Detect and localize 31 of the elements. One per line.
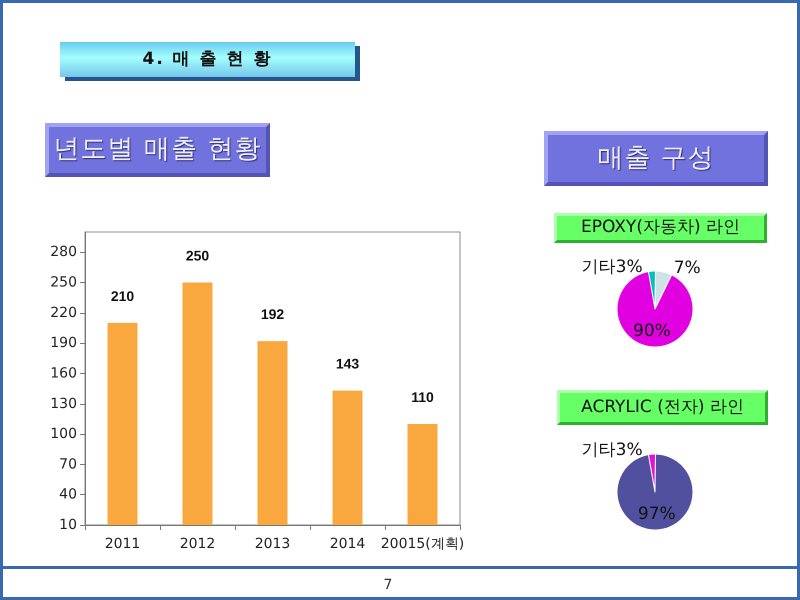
data-label: 143 [336, 356, 360, 372]
chart-title: ACRYLIC (전자) 라인 [581, 396, 744, 418]
y-tick-label: 250 [50, 274, 77, 291]
y-tick-label: 160 [50, 365, 77, 382]
y-tick-label: 280 [50, 244, 77, 260]
x-tick-label: 2011 [104, 536, 140, 552]
y-tick-label: 100 [50, 426, 77, 442]
chart-title: 매출 구성 [597, 142, 715, 174]
y-tick-label: 130 [50, 396, 77, 412]
y-tick-label: 190 [50, 335, 77, 352]
chart-subtitle: EPOXY(자동차) 라인 [581, 217, 740, 238]
x-tick-label: 2012 [180, 536, 216, 552]
x-tick-label: 20015(계획) [380, 536, 464, 552]
y-tick-label: 40 [59, 486, 77, 503]
data-label: 250 [186, 248, 210, 264]
chart-title: 4. 매 출 현 황 [142, 48, 272, 70]
data-label: 7% [674, 258, 701, 278]
slice-label: 기타3% [582, 257, 643, 278]
slice-label: 기타3% [582, 440, 643, 460]
x-tick-label: 2013 [254, 536, 290, 552]
data-label: 192 [260, 306, 284, 322]
y-tick-label: 70 [59, 456, 77, 472]
y-tick-label: 10 [59, 517, 77, 533]
text: 7 [384, 576, 392, 594]
data-label: 110 [411, 388, 434, 405]
x-tick-label: 2014 [330, 536, 366, 552]
data-label: 210 [110, 288, 134, 304]
chart-subtitle: 년도별 매출 현황 [54, 134, 262, 165]
data-label: 97% [638, 504, 676, 524]
y-tick-label: 220 [50, 304, 77, 321]
data-label: 90% [633, 320, 671, 341]
